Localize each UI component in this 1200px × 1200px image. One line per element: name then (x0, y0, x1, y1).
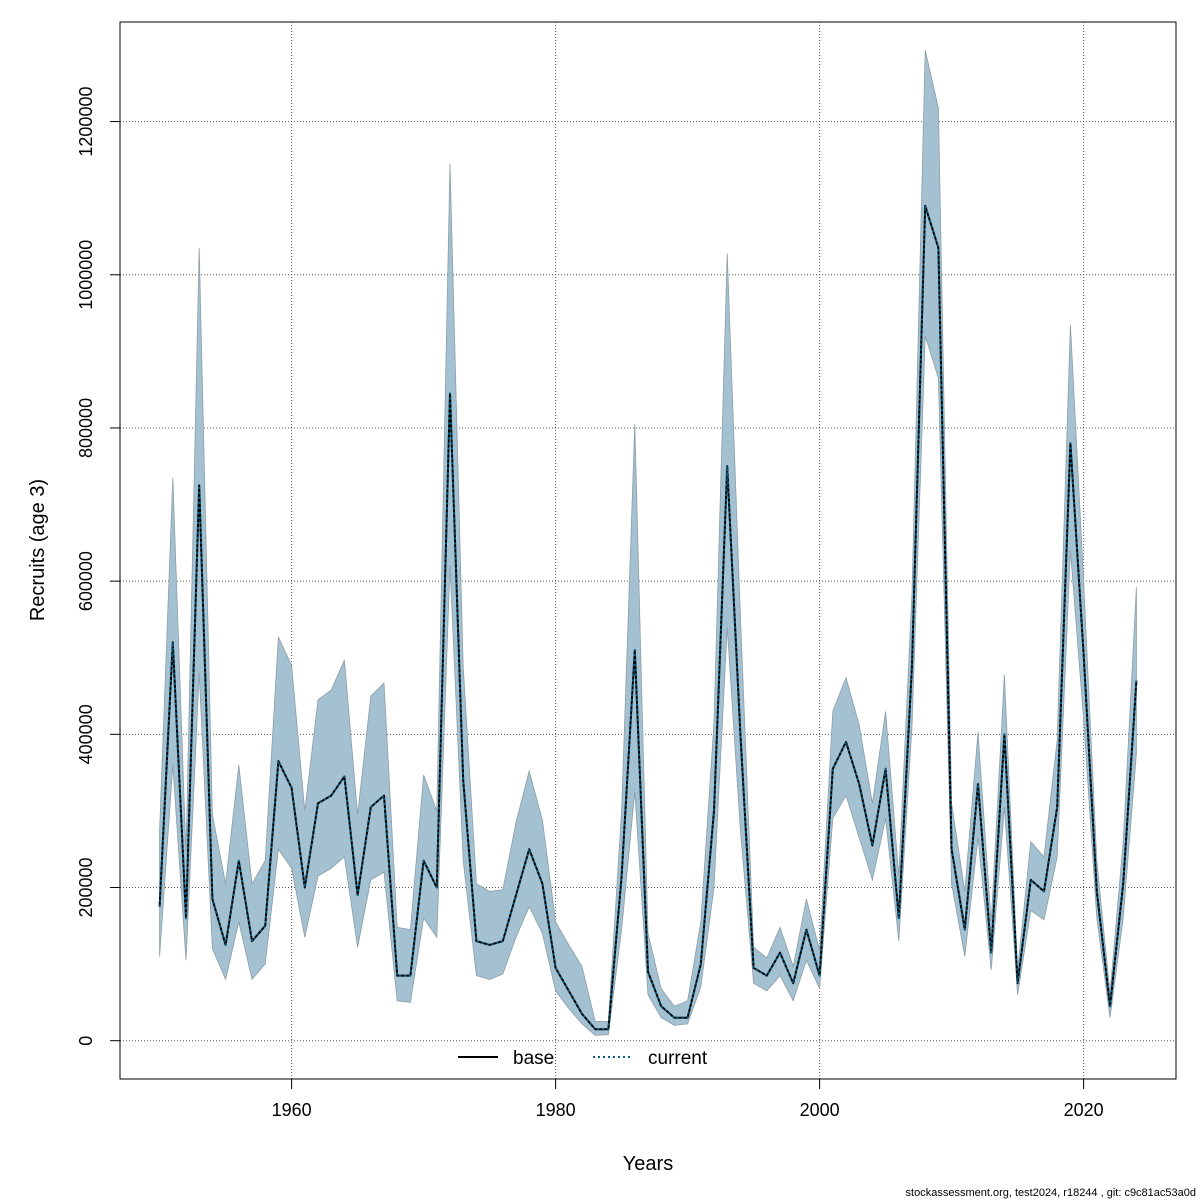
legend-label-current: current (648, 1048, 708, 1069)
y-tick-label: 1200000 (76, 87, 96, 157)
y-axis-title: Recruits (age 3) (27, 479, 49, 621)
legend: base current (458, 1048, 708, 1069)
footer-credit: stockassessment.org, test2024, r18244 , … (906, 1187, 1196, 1199)
y-tick-label: 0 (76, 1036, 96, 1046)
x-tick-label: 2000 (800, 1100, 840, 1120)
y-axis: 0 200000 400000 600000 800000 1000000 1200000 (76, 87, 121, 1046)
y-tick-label: 600000 (76, 551, 96, 611)
x-axis: 1960 1980 2000 2020 (272, 1078, 1104, 1120)
confidence-band (159, 50, 1137, 1036)
confidence-band-area (159, 50, 1137, 1036)
series-line-base (158, 204, 1138, 1031)
gridlines (120, 22, 1176, 1079)
y-tick-label: 400000 (76, 704, 96, 764)
legend-label-base: base (513, 1048, 554, 1069)
y-tick-label: 800000 (76, 398, 96, 458)
x-tick-label: 1980 (536, 1100, 576, 1120)
x-tick-label: 1960 (272, 1100, 312, 1120)
series-lines (158, 204, 1138, 1031)
x-tick-label: 2020 (1064, 1100, 1104, 1120)
y-tick-label: 1000000 (76, 240, 96, 310)
x-axis-title: Years (623, 1153, 673, 1175)
y-tick-label: 200000 (76, 857, 96, 917)
